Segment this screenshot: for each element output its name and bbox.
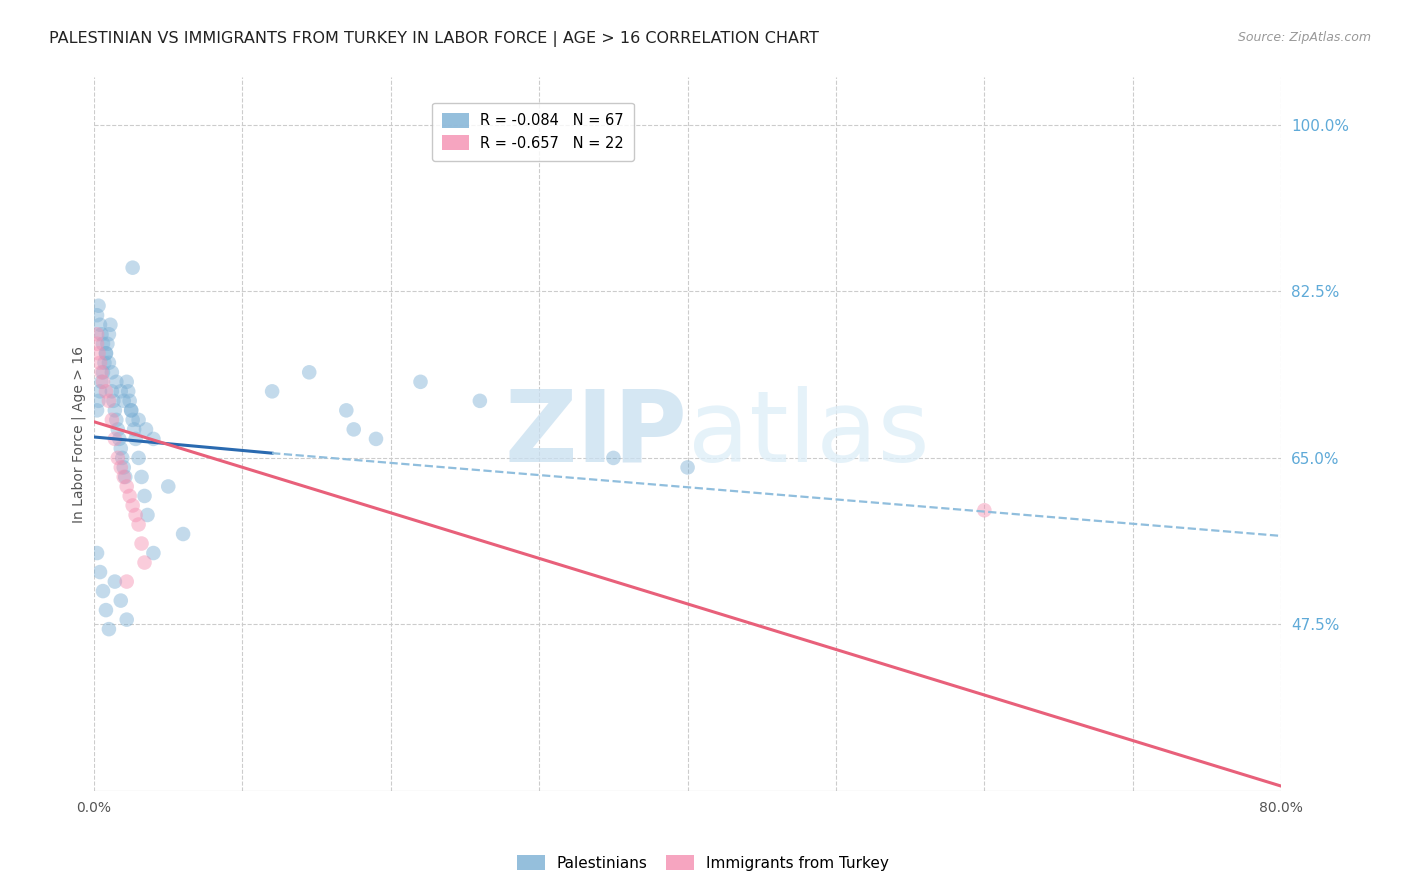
- Point: [105, 375, 128, 389]
- Point: [120, 403, 142, 417]
- Point: [90, 375, 112, 389]
- Text: PALESTINIAN VS IMMIGRANTS FROM TURKEY IN LABOR FORCE | AGE > 16 CORRELATION CHAR: PALESTINIAN VS IMMIGRANTS FROM TURKEY IN…: [49, 31, 820, 47]
- Point: [409, 375, 432, 389]
- Point: [104, 574, 127, 589]
- Point: [89, 318, 111, 332]
- Point: [97, 327, 120, 342]
- Point: [468, 393, 491, 408]
- Point: [124, 508, 146, 522]
- Point: [93, 356, 115, 370]
- Point: [107, 422, 129, 436]
- Point: [90, 365, 112, 379]
- Point: [86, 336, 108, 351]
- Point: [101, 413, 124, 427]
- Point: [122, 422, 145, 436]
- Point: [142, 546, 165, 560]
- Text: atlas: atlas: [688, 385, 929, 483]
- Point: [973, 503, 995, 517]
- Point: [96, 336, 118, 351]
- Point: [101, 365, 124, 379]
- Point: [90, 327, 112, 342]
- Point: [602, 450, 624, 465]
- Y-axis label: In Labor Force | Age > 16: In Labor Force | Age > 16: [72, 345, 86, 523]
- Point: [115, 479, 138, 493]
- Point: [87, 346, 110, 360]
- Point: [110, 460, 132, 475]
- Point: [97, 393, 120, 408]
- Point: [157, 479, 180, 493]
- Point: [87, 393, 110, 408]
- Point: [298, 365, 321, 379]
- Legend: R = -0.084   N = 67, R = -0.657   N = 22: R = -0.084 N = 67, R = -0.657 N = 22: [432, 103, 634, 161]
- Point: [107, 450, 129, 465]
- Point: [91, 336, 114, 351]
- Point: [89, 565, 111, 579]
- Point: [172, 527, 194, 541]
- Point: [115, 613, 138, 627]
- Point: [100, 318, 122, 332]
- Point: [114, 470, 136, 484]
- Point: [112, 393, 135, 408]
- Point: [97, 356, 120, 370]
- Point: [128, 517, 150, 532]
- Point: [120, 403, 142, 417]
- Point: [111, 450, 134, 465]
- Point: [134, 556, 156, 570]
- Point: [121, 499, 143, 513]
- Point: [86, 546, 108, 560]
- Point: [118, 489, 141, 503]
- Point: [104, 403, 127, 417]
- Point: [262, 384, 284, 399]
- Point: [89, 384, 111, 399]
- Point: [94, 603, 117, 617]
- Point: [364, 432, 387, 446]
- Point: [134, 489, 156, 503]
- Point: [110, 384, 132, 399]
- Point: [136, 508, 159, 522]
- Point: [110, 442, 132, 456]
- Point: [128, 413, 150, 427]
- Legend: Palestinians, Immigrants from Turkey: Palestinians, Immigrants from Turkey: [508, 846, 898, 880]
- Point: [105, 413, 128, 427]
- Point: [131, 536, 153, 550]
- Point: [343, 422, 366, 436]
- Point: [104, 432, 127, 446]
- Point: [108, 432, 131, 446]
- Point: [131, 470, 153, 484]
- Point: [135, 422, 157, 436]
- Point: [94, 346, 117, 360]
- Point: [117, 384, 139, 399]
- Point: [97, 622, 120, 636]
- Point: [91, 365, 114, 379]
- Point: [118, 393, 141, 408]
- Text: Source: ZipAtlas.com: Source: ZipAtlas.com: [1237, 31, 1371, 45]
- Point: [128, 450, 150, 465]
- Point: [91, 375, 114, 389]
- Point: [86, 403, 108, 417]
- Point: [115, 375, 138, 389]
- Point: [87, 299, 110, 313]
- Point: [94, 384, 117, 399]
- Point: [89, 356, 111, 370]
- Point: [110, 593, 132, 607]
- Point: [124, 432, 146, 446]
- Point: [115, 574, 138, 589]
- Text: ZIP: ZIP: [505, 385, 688, 483]
- Point: [112, 460, 135, 475]
- Point: [335, 403, 357, 417]
- Point: [121, 260, 143, 275]
- Point: [94, 346, 117, 360]
- Point: [142, 432, 165, 446]
- Point: [676, 460, 699, 475]
- Point: [91, 584, 114, 599]
- Point: [101, 384, 124, 399]
- Point: [112, 470, 135, 484]
- Point: [86, 308, 108, 322]
- Point: [121, 413, 143, 427]
- Point: [103, 393, 125, 408]
- Point: [86, 327, 108, 342]
